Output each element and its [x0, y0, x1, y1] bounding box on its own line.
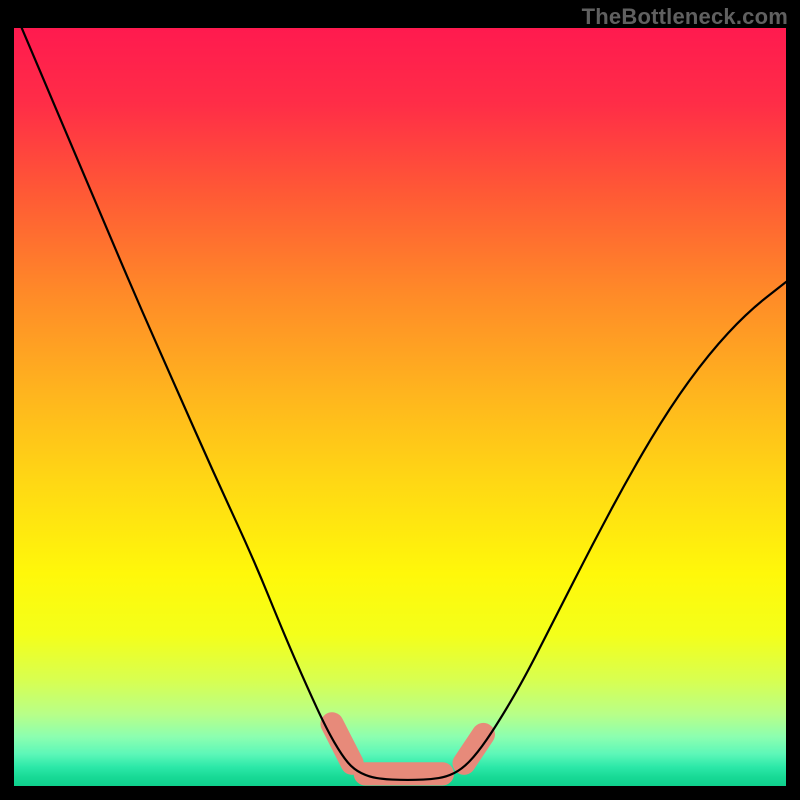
chart-stage: TheBottleneck.com [0, 0, 800, 800]
plot-area [14, 28, 786, 786]
watermark-text: TheBottleneck.com [582, 4, 788, 30]
chart-svg [14, 28, 786, 786]
